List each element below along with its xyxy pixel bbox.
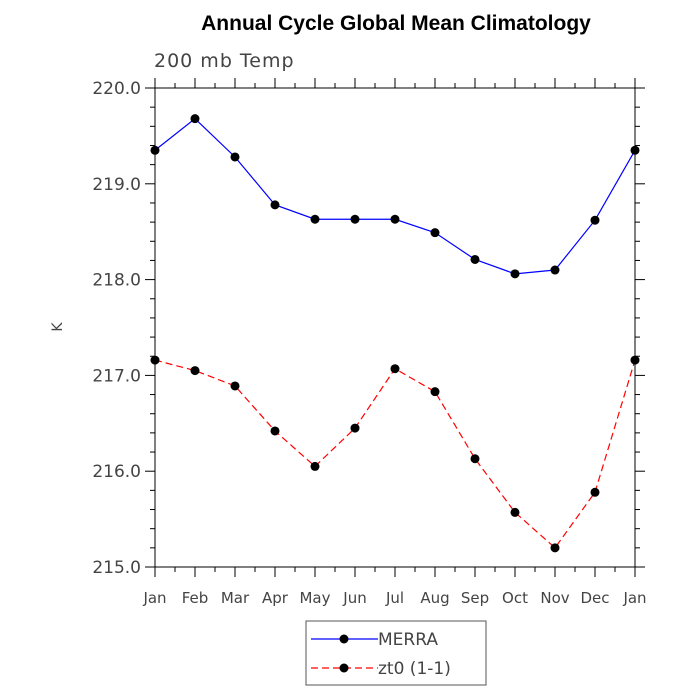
x-tick-label: Dec (580, 589, 609, 607)
legend-box (305, 620, 487, 686)
x-tick-label: Jul (385, 589, 404, 607)
data-point (430, 387, 440, 397)
data-point (150, 355, 160, 365)
series-2 (150, 355, 640, 553)
axis-ticks (145, 78, 645, 577)
x-tick-labels: Jan Feb Mar Apr May Jun Jul Aug Sep Oct Nov Dec Jan (142, 589, 646, 607)
legend-label: zt0 (1-1) (378, 659, 451, 679)
data-point (350, 214, 360, 224)
x-tick-label: Jun (342, 589, 366, 607)
y-axis-label: K (50, 322, 66, 332)
x-tick-label: Aug (420, 589, 449, 607)
x-tick-label: Oct (502, 589, 528, 607)
x-tick-label: Mar (221, 589, 250, 607)
x-tick-label: Sep (461, 589, 489, 607)
x-tick-label: Jan (622, 589, 646, 607)
data-point (150, 145, 160, 155)
data-point (550, 543, 560, 553)
data-point (510, 507, 520, 517)
plot-frame (154, 87, 636, 568)
x-tick-label: Apr (262, 589, 289, 607)
y-tick-label: 218.0 (92, 271, 141, 291)
series-line (154, 359, 636, 549)
y-tick-label: 219.0 (92, 175, 141, 195)
legend: MERRA zt0 (1-1) (305, 620, 487, 686)
y-tick-label: 217.0 (92, 366, 141, 386)
data-point (230, 381, 240, 391)
data-point (590, 215, 600, 225)
data-point (270, 426, 280, 436)
data-point (470, 454, 480, 464)
chart-title: Annual Cycle Global Mean Climatology (201, 12, 591, 35)
data-point (230, 152, 240, 162)
data-point (190, 114, 200, 124)
x-tick-label: Nov (540, 589, 569, 607)
x-tick-label: Jan (142, 589, 166, 607)
data-point (310, 461, 320, 471)
legend-marker (339, 663, 349, 673)
data-point (630, 145, 640, 155)
series-layer (150, 114, 640, 553)
data-point (310, 214, 320, 224)
chart-subtitle: 200 mb Temp (154, 50, 295, 72)
y-tick-labels: 215.0 216.0 217.0 218.0 219.0 220.0 (92, 79, 141, 578)
y-tick-label: 216.0 (92, 462, 141, 482)
data-point (390, 214, 400, 224)
data-point (390, 364, 400, 374)
data-point (510, 269, 520, 279)
x-tick-label: May (299, 589, 330, 607)
data-point (190, 366, 200, 376)
legend-label: MERRA (378, 630, 438, 650)
y-tick-label: 220.0 (92, 79, 141, 99)
series-line (154, 117, 636, 275)
data-point (550, 265, 560, 275)
legend-marker (339, 634, 349, 644)
data-point (430, 228, 440, 238)
series-1 (150, 114, 640, 279)
data-point (470, 254, 480, 264)
data-point (630, 355, 640, 365)
data-point (350, 423, 360, 433)
x-tick-label: Feb (182, 589, 209, 607)
data-point (270, 200, 280, 210)
y-tick-label: 215.0 (92, 558, 141, 578)
data-point (590, 487, 600, 497)
